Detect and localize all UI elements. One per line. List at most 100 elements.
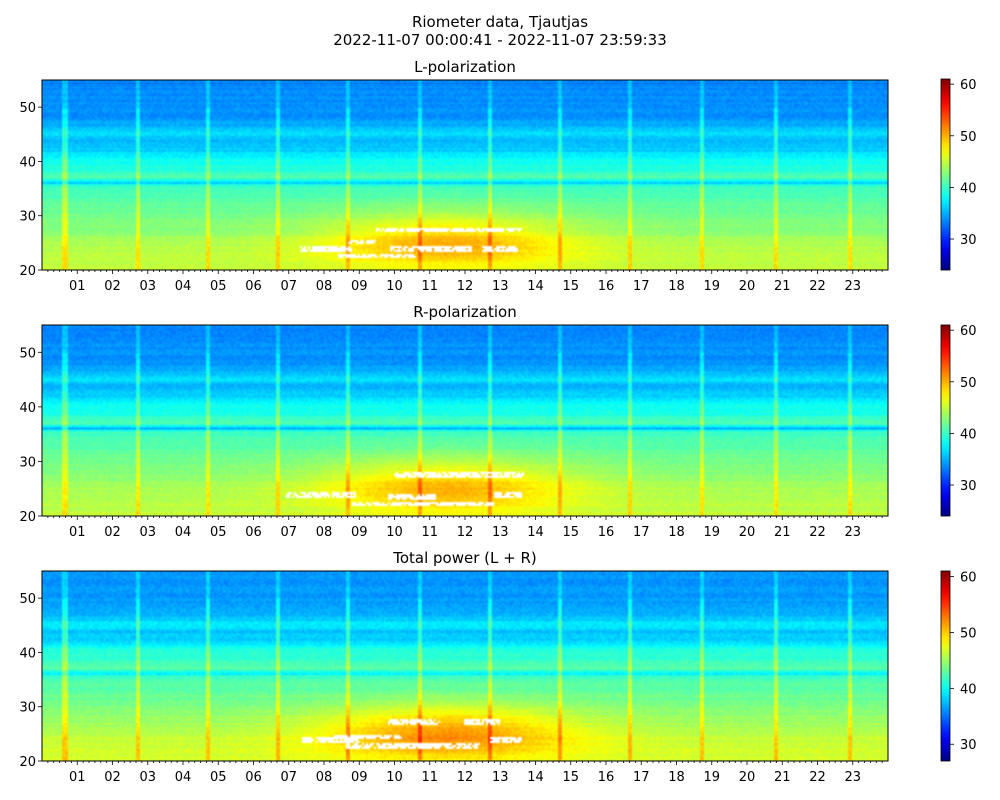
x-tick-label: 16	[598, 770, 615, 785]
x-tick-label: 20	[739, 525, 756, 540]
x-tick-label: 07	[280, 770, 297, 785]
x-tick-label: 09	[351, 279, 368, 294]
figure-title-line1: Riometer data, Tjautjas	[412, 13, 588, 31]
panel-title: Total power (L + R)	[392, 549, 537, 567]
colorbar-tick-label: 40	[960, 682, 977, 697]
x-tick-label: 08	[316, 525, 333, 540]
x-tick-label: 18	[668, 770, 685, 785]
x-tick-label: 09	[351, 525, 368, 540]
x-tick-label: 23	[844, 525, 861, 540]
x-tick-label: 22	[809, 279, 826, 294]
y-tick-label: 50	[19, 346, 36, 361]
x-tick-label: 03	[139, 525, 156, 540]
colorbar-tick-label: 30	[960, 233, 977, 248]
y-tick-label: 30	[19, 701, 36, 716]
y-tick-label: 30	[19, 455, 36, 470]
x-tick-label: 15	[562, 770, 579, 785]
x-tick-label: 05	[210, 525, 227, 540]
x-tick-label: 11	[421, 525, 438, 540]
x-tick-label: 13	[492, 279, 509, 294]
colorbar-tick-label: 60	[960, 78, 977, 93]
x-tick-label: 06	[245, 279, 262, 294]
x-tick-label: 14	[527, 770, 544, 785]
x-tick-label: 07	[280, 525, 297, 540]
colorbar-tick-label: 50	[960, 376, 977, 391]
y-tick-label: 40	[19, 155, 36, 170]
x-tick-label: 16	[598, 525, 615, 540]
y-tick-label: 40	[19, 401, 36, 416]
y-tick-label: 20	[19, 264, 36, 279]
x-tick-label: 18	[668, 279, 685, 294]
x-tick-label: 02	[104, 525, 121, 540]
x-tick-label: 17	[633, 525, 650, 540]
x-tick-label: 17	[633, 279, 650, 294]
panel-title: L-polarization	[414, 58, 516, 76]
x-tick-label: 02	[104, 770, 121, 785]
x-tick-label: 16	[598, 279, 615, 294]
x-tick-label: 10	[386, 279, 403, 294]
x-tick-label: 13	[492, 525, 509, 540]
x-tick-label: 10	[386, 525, 403, 540]
heatmap-image	[42, 571, 888, 761]
x-tick-label: 14	[527, 525, 544, 540]
x-tick-label: 01	[69, 279, 86, 294]
y-tick-label: 30	[19, 210, 36, 225]
x-tick-label: 17	[633, 770, 650, 785]
panel-title: R-polarization	[413, 303, 516, 321]
x-tick-label: 12	[457, 770, 474, 785]
x-tick-label: 20	[739, 770, 756, 785]
x-tick-label: 11	[421, 770, 438, 785]
x-tick-label: 19	[703, 525, 720, 540]
x-tick-label: 02	[104, 279, 121, 294]
x-tick-label: 13	[492, 770, 509, 785]
x-tick-label: 03	[139, 770, 156, 785]
x-tick-label: 14	[527, 279, 544, 294]
x-tick-label: 08	[316, 279, 333, 294]
panel-1: L-polarization 01 02 03 04 05 06 07 08 09 10 11 12 13…	[19, 58, 976, 294]
y-tick-label: 50	[19, 101, 36, 116]
heatmap-image	[42, 80, 888, 270]
x-tick-label: 01	[69, 525, 86, 540]
panel-3: Total power (L + R) 01 02 03 04 05 06 07 08 09 10 1…	[19, 549, 976, 785]
x-tick-label: 23	[844, 770, 861, 785]
x-tick-label: 05	[210, 279, 227, 294]
y-tick-label: 20	[19, 755, 36, 770]
panel-2: R-polarization 01 02 03 04 05 06 07 08 09 10 11 12 13…	[19, 303, 976, 540]
colorbar-tick-label: 60	[960, 324, 977, 339]
x-tick-label: 19	[703, 279, 720, 294]
x-tick-label: 10	[386, 770, 403, 785]
x-tick-label: 08	[316, 770, 333, 785]
heatmap-image	[42, 325, 888, 516]
y-tick-label: 40	[19, 646, 36, 661]
figure-title-line2: 2022-11-07 00:00:41 - 2022-11-07 23:59:3…	[333, 31, 667, 49]
x-tick-label: 06	[245, 525, 262, 540]
x-tick-label: 01	[69, 770, 86, 785]
x-tick-label: 09	[351, 770, 368, 785]
x-tick-label: 11	[421, 279, 438, 294]
colorbar-tick-label: 30	[960, 738, 977, 753]
y-tick-label: 20	[19, 510, 36, 525]
colorbar-tick-label: 50	[960, 130, 977, 145]
x-tick-label: 15	[562, 279, 579, 294]
colorbar-tick-label: 60	[960, 571, 977, 586]
x-tick-label: 04	[175, 279, 192, 294]
colorbar	[940, 78, 951, 271]
colorbar-tick-label: 40	[960, 427, 977, 442]
x-tick-label: 22	[809, 525, 826, 540]
colorbar-tick-label: 50	[960, 626, 977, 641]
x-tick-label: 04	[175, 770, 192, 785]
x-tick-label: 12	[457, 525, 474, 540]
x-tick-label: 07	[280, 279, 297, 294]
x-tick-label: 15	[562, 525, 579, 540]
x-tick-label: 23	[844, 279, 861, 294]
x-tick-label: 21	[774, 525, 791, 540]
colorbar-tick-label: 40	[960, 181, 977, 196]
x-tick-label: 20	[739, 279, 756, 294]
y-tick-label: 50	[19, 592, 36, 607]
x-tick-label: 12	[457, 279, 474, 294]
x-tick-label: 19	[703, 770, 720, 785]
x-tick-label: 18	[668, 525, 685, 540]
x-tick-label: 21	[774, 279, 791, 294]
colorbar	[940, 324, 951, 517]
